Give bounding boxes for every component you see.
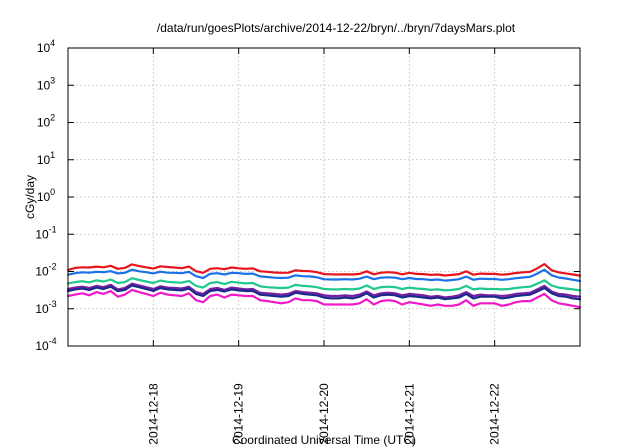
y-tick-label-exponent: 2 <box>50 113 55 123</box>
y-tick-label-exponent: -1 <box>49 224 57 234</box>
y-tick-label: 10-1 <box>35 224 56 241</box>
y-tick-label-base: 10 <box>37 116 51 130</box>
y-tick-label-base: 10 <box>37 153 51 167</box>
y-tick-label: 102 <box>37 113 55 130</box>
y-tick-label-base: 10 <box>37 41 51 55</box>
y-tick-label: 101 <box>37 150 55 167</box>
x-axis-label: Coordinated Universal Time (UTC) <box>232 433 416 447</box>
series-line-6 <box>66 288 582 309</box>
y-tick-label-exponent: -2 <box>49 262 57 272</box>
y-tick-label-exponent: 0 <box>50 187 55 197</box>
series-layer <box>66 263 582 309</box>
y-tick-label-exponent: -4 <box>49 336 57 346</box>
x-tick-label: 2014-12-19 <box>232 383 246 445</box>
series-line-4 <box>66 282 582 299</box>
x-tick-label: 2014-12-20 <box>317 383 331 445</box>
y-tick-label: 10-2 <box>35 262 56 279</box>
y-tick-label-base: 10 <box>35 339 49 353</box>
chart-title: /data/run/goesPlots/archive/2014-12-22/b… <box>157 21 516 35</box>
series-line-3 <box>66 277 582 292</box>
grid-layer <box>68 48 580 346</box>
y-tick-label-base: 10 <box>35 265 49 279</box>
y-tick-label-exponent: 1 <box>50 150 55 160</box>
y-axis-label: cGy/day <box>23 175 37 219</box>
y-tick-label-base: 10 <box>37 78 51 92</box>
axes-layer: 10-410-310-210-11001011021031042014-12-1… <box>35 38 580 445</box>
y-tick-label-base: 10 <box>37 190 51 204</box>
x-tick-label: 2014-12-18 <box>146 383 160 445</box>
y-tick-label-exponent: 3 <box>50 75 55 85</box>
y-tick-label-base: 10 <box>35 302 49 316</box>
y-tick-label: 10-4 <box>35 336 56 353</box>
y-tick-label: 103 <box>37 75 55 92</box>
series-line-5 <box>66 284 582 301</box>
x-tick-label: 2014-12-21 <box>402 383 416 445</box>
y-tick-label: 100 <box>37 187 55 204</box>
y-tick-label: 104 <box>37 38 55 55</box>
series-line-2 <box>66 268 582 282</box>
y-tick-label-exponent: -3 <box>49 299 57 309</box>
y-tick-label-base: 10 <box>35 227 49 241</box>
series-line-1 <box>66 263 582 277</box>
y-tick-label: 10-3 <box>35 299 56 316</box>
y-tick-label-exponent: 4 <box>50 38 55 48</box>
x-tick-label: 2014-12-22 <box>488 383 502 445</box>
